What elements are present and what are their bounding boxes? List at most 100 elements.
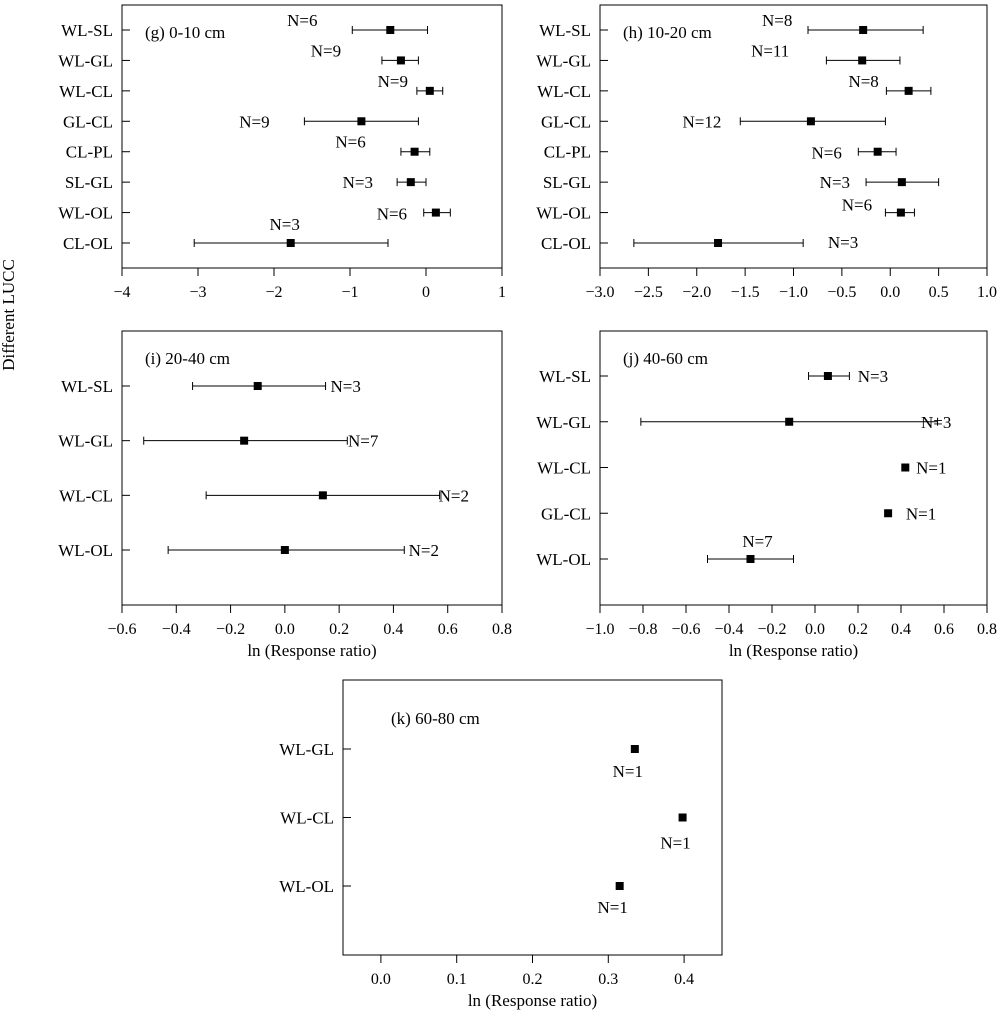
sample-size-label: N=3: [331, 377, 361, 396]
x-tick-label: −2.0: [682, 284, 711, 301]
y-category-label: SL-GL: [543, 173, 591, 192]
y-category-label: WL-CL: [537, 459, 591, 478]
panel-i: (i) 20-40 cm −0.6 −0.4 −0.2 0.0 0.2 0.4 0.6 0.8 l…: [58, 330, 512, 660]
x-tick-label: −0.6: [107, 621, 136, 638]
data-point: [904, 86, 913, 95]
x-tick-label: −0.4: [162, 621, 191, 638]
sample-size-label: N=3: [921, 413, 951, 432]
sample-size-label: N=6: [811, 144, 841, 163]
data-point: [858, 56, 867, 65]
y-category-label: SL-GL: [65, 173, 113, 192]
data-point: [386, 26, 395, 34]
panel-j: (j) 40-60 cm −1.0 −0.8 −0.6 −0.4 −0.2 0.0 0.2 0.…: [536, 330, 997, 660]
sample-size-label: N=1: [660, 834, 690, 853]
y-category-label: CL-PL: [66, 143, 113, 162]
sample-size-label: N=6: [287, 11, 317, 30]
y-category-label: WL-SL: [539, 367, 591, 386]
y-category-label: WL-GL: [536, 413, 591, 432]
data-point: [280, 546, 289, 554]
x-axis-label: ln (Response ratio): [468, 991, 597, 1010]
y-category-label: WL-CL: [59, 82, 113, 101]
y-category-label: WL-SL: [61, 21, 113, 40]
sample-size-label: N=6: [377, 205, 407, 224]
x-tick-label: 0.8: [492, 621, 512, 638]
plot-frame: [121, 4, 503, 269]
data-point: [823, 372, 832, 380]
data-point: [431, 208, 440, 217]
sample-size-label: N=1: [916, 459, 946, 478]
data-point: [897, 178, 906, 187]
y-category-label: WL-SL: [61, 377, 113, 396]
x-tick-label: 0.0: [880, 284, 900, 301]
sample-size-label: N=3: [820, 173, 850, 192]
sample-size-label: N=7: [742, 532, 773, 551]
y-category-label: WL-GL: [279, 740, 334, 759]
x-tick-label: −1.5: [731, 284, 760, 301]
panel-title: (i) 20-40 cm: [145, 349, 230, 368]
x-tick-label: −0.4: [714, 621, 743, 638]
y-category-label: WL-GL: [536, 51, 591, 70]
panel-k: (k) 60-80 cm 0.0 0.1 0.2 0.3 0.4 ln (Response …: [279, 679, 723, 1010]
x-tick-label: 0.0: [371, 971, 391, 988]
x-tick-label: 0.2: [329, 621, 349, 638]
x-tick-label: −0.6: [671, 621, 700, 638]
data-point: [714, 239, 723, 247]
sample-size-label: N=9: [378, 72, 408, 91]
data-point: [615, 882, 624, 890]
y-category-label: WL-GL: [58, 51, 113, 70]
x-tick-label: −4: [113, 284, 130, 301]
y-category-label: GL-CL: [541, 504, 591, 523]
data-point: [410, 147, 419, 156]
y-category-label: WL-CL: [59, 486, 113, 505]
sample-size-label: N=2: [409, 541, 439, 560]
data-point: [806, 117, 815, 126]
sample-size-label: N=1: [597, 898, 627, 917]
x-tick-label: −1.0: [585, 621, 614, 638]
y-category-label: CL-OL: [541, 234, 591, 253]
y-category-label: WL-OL: [279, 877, 334, 896]
y-category-label: GL-CL: [63, 112, 113, 131]
x-tick-label: −0.2: [757, 621, 786, 638]
x-tick-label: 0.5: [929, 284, 949, 301]
x-tick-label: 0: [422, 284, 430, 301]
data-point: [425, 86, 434, 95]
sample-size-label: N=3: [343, 173, 373, 192]
y-category-label: WL-CL: [537, 82, 591, 101]
x-tick-label: −2: [265, 284, 282, 301]
data-point: [884, 509, 893, 518]
sample-size-label: N=3: [828, 233, 858, 252]
data-point: [253, 382, 262, 390]
sample-size-label: N=1: [906, 504, 936, 523]
data-point: [678, 813, 687, 822]
data-point: [896, 208, 905, 217]
x-tick-label: 0.4: [674, 971, 694, 988]
sample-size-label: N=1: [613, 762, 643, 781]
panel-title: (h) 10-20 cm: [623, 23, 712, 42]
y-category-label: CL-PL: [544, 143, 591, 162]
sample-size-label: N=2: [439, 486, 469, 505]
sample-size-label: N=3: [858, 367, 888, 386]
panel-g: (g) 0-10 cm −4 −3 −2 −1 0 1 WL-SL N=6 WL-GL N=9 WL-…: [58, 4, 506, 301]
panel-title: (k) 60-80 cm: [391, 709, 480, 728]
plot-frame: [121, 330, 503, 606]
data-point: [785, 417, 794, 426]
y-category-label: WL-OL: [536, 550, 591, 569]
panel-title: (g) 0-10 cm: [145, 23, 225, 42]
data-point: [630, 745, 639, 753]
x-tick-label: 0.2: [848, 621, 868, 638]
x-tick-label: 0.3: [598, 971, 618, 988]
x-tick-label: 0.2: [523, 971, 543, 988]
shared-y-axis-label: Different LUCC: [0, 259, 18, 371]
x-tick-label: −3: [189, 284, 206, 301]
x-tick-label: 0.1: [447, 971, 467, 988]
x-tick-label: −2.5: [634, 284, 663, 301]
data-point: [901, 463, 910, 472]
sample-size-label: N=7: [348, 432, 379, 451]
x-tick-label: −0.8: [628, 621, 657, 638]
y-category-label: WL-SL: [539, 21, 591, 40]
x-tick-label: 0.4: [383, 621, 403, 638]
plot-frame: [599, 4, 988, 269]
x-tick-label: −0.5: [827, 284, 856, 301]
x-tick-label: 0.0: [805, 621, 825, 638]
sample-size-label: N=3: [270, 215, 300, 234]
